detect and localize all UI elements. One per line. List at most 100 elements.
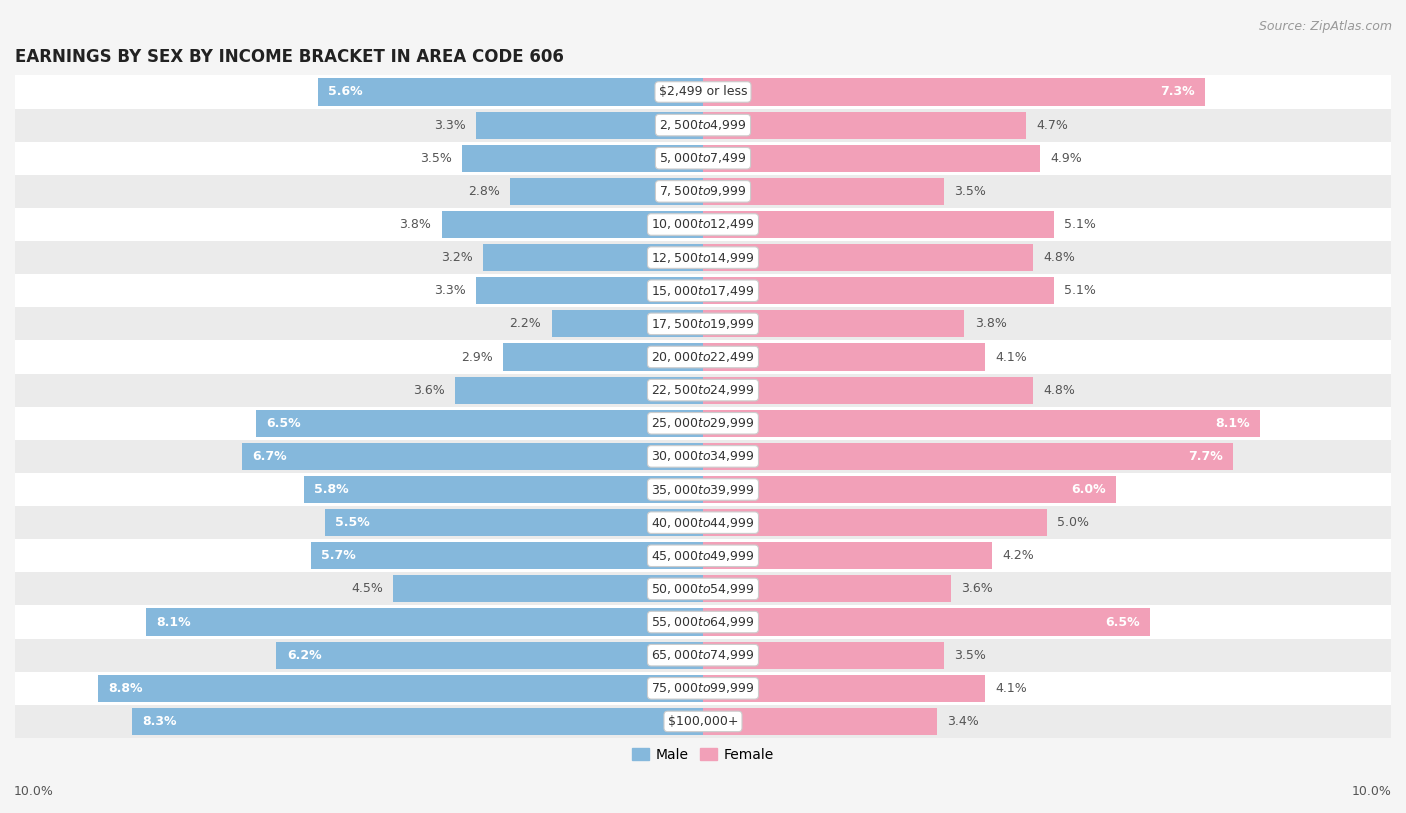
Text: 5.1%: 5.1% (1064, 285, 1097, 298)
Bar (482, 244, 703, 272)
Bar (15, 373, 1391, 406)
Bar (703, 244, 1033, 272)
Text: EARNINGS BY SEX BY INCOME BRACKET IN AREA CODE 606: EARNINGS BY SEX BY INCOME BRACKET IN ARE… (15, 47, 564, 66)
Text: $35,000 to $39,999: $35,000 to $39,999 (651, 483, 755, 497)
Bar (15, 175, 1391, 208)
Text: 7.3%: 7.3% (1160, 85, 1195, 98)
Bar (510, 178, 703, 205)
Text: $7,500 to $9,999: $7,500 to $9,999 (659, 185, 747, 198)
Text: 4.1%: 4.1% (995, 350, 1028, 363)
Bar (15, 572, 1391, 606)
Bar (242, 443, 703, 470)
Legend: Male, Female: Male, Female (627, 742, 779, 767)
Bar (551, 311, 703, 337)
Text: 5.7%: 5.7% (321, 550, 356, 563)
Text: $2,500 to $4,999: $2,500 to $4,999 (659, 118, 747, 132)
Bar (394, 576, 703, 602)
Bar (15, 109, 1391, 141)
Bar (703, 376, 1033, 404)
Text: 8.1%: 8.1% (156, 615, 191, 628)
Bar (318, 78, 703, 106)
Bar (503, 343, 703, 371)
Bar (277, 641, 703, 669)
Bar (703, 641, 943, 669)
Text: 3.6%: 3.6% (413, 384, 446, 397)
Bar (703, 708, 936, 735)
Bar (703, 542, 993, 569)
Bar (15, 606, 1391, 638)
Bar (15, 274, 1391, 307)
Text: 10.0%: 10.0% (1353, 785, 1392, 798)
Bar (703, 178, 943, 205)
Text: 2.2%: 2.2% (509, 317, 541, 330)
Text: 3.3%: 3.3% (434, 119, 465, 132)
Bar (256, 410, 703, 437)
Text: $45,000 to $49,999: $45,000 to $49,999 (651, 549, 755, 563)
Bar (15, 672, 1391, 705)
Text: $30,000 to $34,999: $30,000 to $34,999 (651, 450, 755, 463)
Bar (15, 506, 1391, 539)
Text: 8.3%: 8.3% (142, 715, 177, 728)
Text: $5,000 to $7,499: $5,000 to $7,499 (659, 151, 747, 165)
Bar (703, 145, 1040, 172)
Bar (97, 675, 703, 702)
Text: $22,500 to $24,999: $22,500 to $24,999 (651, 383, 755, 397)
Text: 3.8%: 3.8% (974, 317, 1007, 330)
Text: 6.7%: 6.7% (252, 450, 287, 463)
Text: 7.7%: 7.7% (1188, 450, 1222, 463)
Text: 3.6%: 3.6% (960, 582, 993, 595)
Text: 5.6%: 5.6% (328, 85, 363, 98)
Bar (703, 443, 1233, 470)
Text: 6.5%: 6.5% (1105, 615, 1140, 628)
Bar (703, 576, 950, 602)
Bar (132, 708, 703, 735)
Text: 3.5%: 3.5% (955, 649, 986, 662)
Text: $15,000 to $17,499: $15,000 to $17,499 (651, 284, 755, 298)
Bar (703, 111, 1026, 139)
Text: 4.8%: 4.8% (1043, 251, 1076, 264)
Text: 3.4%: 3.4% (948, 715, 979, 728)
Text: 3.8%: 3.8% (399, 218, 432, 231)
Text: 5.8%: 5.8% (315, 483, 349, 496)
Text: $65,000 to $74,999: $65,000 to $74,999 (651, 648, 755, 662)
Text: 3.2%: 3.2% (440, 251, 472, 264)
Bar (703, 410, 1260, 437)
Text: 8.1%: 8.1% (1215, 417, 1250, 430)
Text: 6.0%: 6.0% (1071, 483, 1105, 496)
Text: 3.5%: 3.5% (955, 185, 986, 198)
Text: 3.5%: 3.5% (420, 152, 451, 165)
Text: 8.8%: 8.8% (108, 682, 142, 695)
Bar (15, 241, 1391, 274)
Bar (15, 406, 1391, 440)
Bar (703, 343, 986, 371)
Text: 6.5%: 6.5% (266, 417, 301, 430)
Text: $100,000+: $100,000+ (668, 715, 738, 728)
Text: 5.0%: 5.0% (1057, 516, 1090, 529)
Bar (15, 539, 1391, 572)
Bar (15, 141, 1391, 175)
Bar (463, 145, 703, 172)
Text: 4.5%: 4.5% (352, 582, 382, 595)
Text: $10,000 to $12,499: $10,000 to $12,499 (651, 218, 755, 232)
Bar (15, 208, 1391, 241)
Bar (703, 211, 1054, 238)
Bar (15, 440, 1391, 473)
Text: $17,500 to $19,999: $17,500 to $19,999 (651, 317, 755, 331)
Text: 6.2%: 6.2% (287, 649, 322, 662)
Bar (703, 277, 1054, 304)
Text: $75,000 to $99,999: $75,000 to $99,999 (651, 681, 755, 695)
Bar (703, 608, 1150, 636)
Bar (477, 111, 703, 139)
Bar (15, 307, 1391, 341)
Text: 3.3%: 3.3% (434, 285, 465, 298)
Text: 5.1%: 5.1% (1064, 218, 1097, 231)
Text: Source: ZipAtlas.com: Source: ZipAtlas.com (1258, 20, 1392, 33)
Text: 5.5%: 5.5% (335, 516, 370, 529)
Text: 4.2%: 4.2% (1002, 550, 1033, 563)
Bar (703, 311, 965, 337)
Bar (456, 376, 703, 404)
Bar (325, 509, 703, 537)
Bar (311, 542, 703, 569)
Text: $50,000 to $54,999: $50,000 to $54,999 (651, 582, 755, 596)
Bar (703, 78, 1205, 106)
